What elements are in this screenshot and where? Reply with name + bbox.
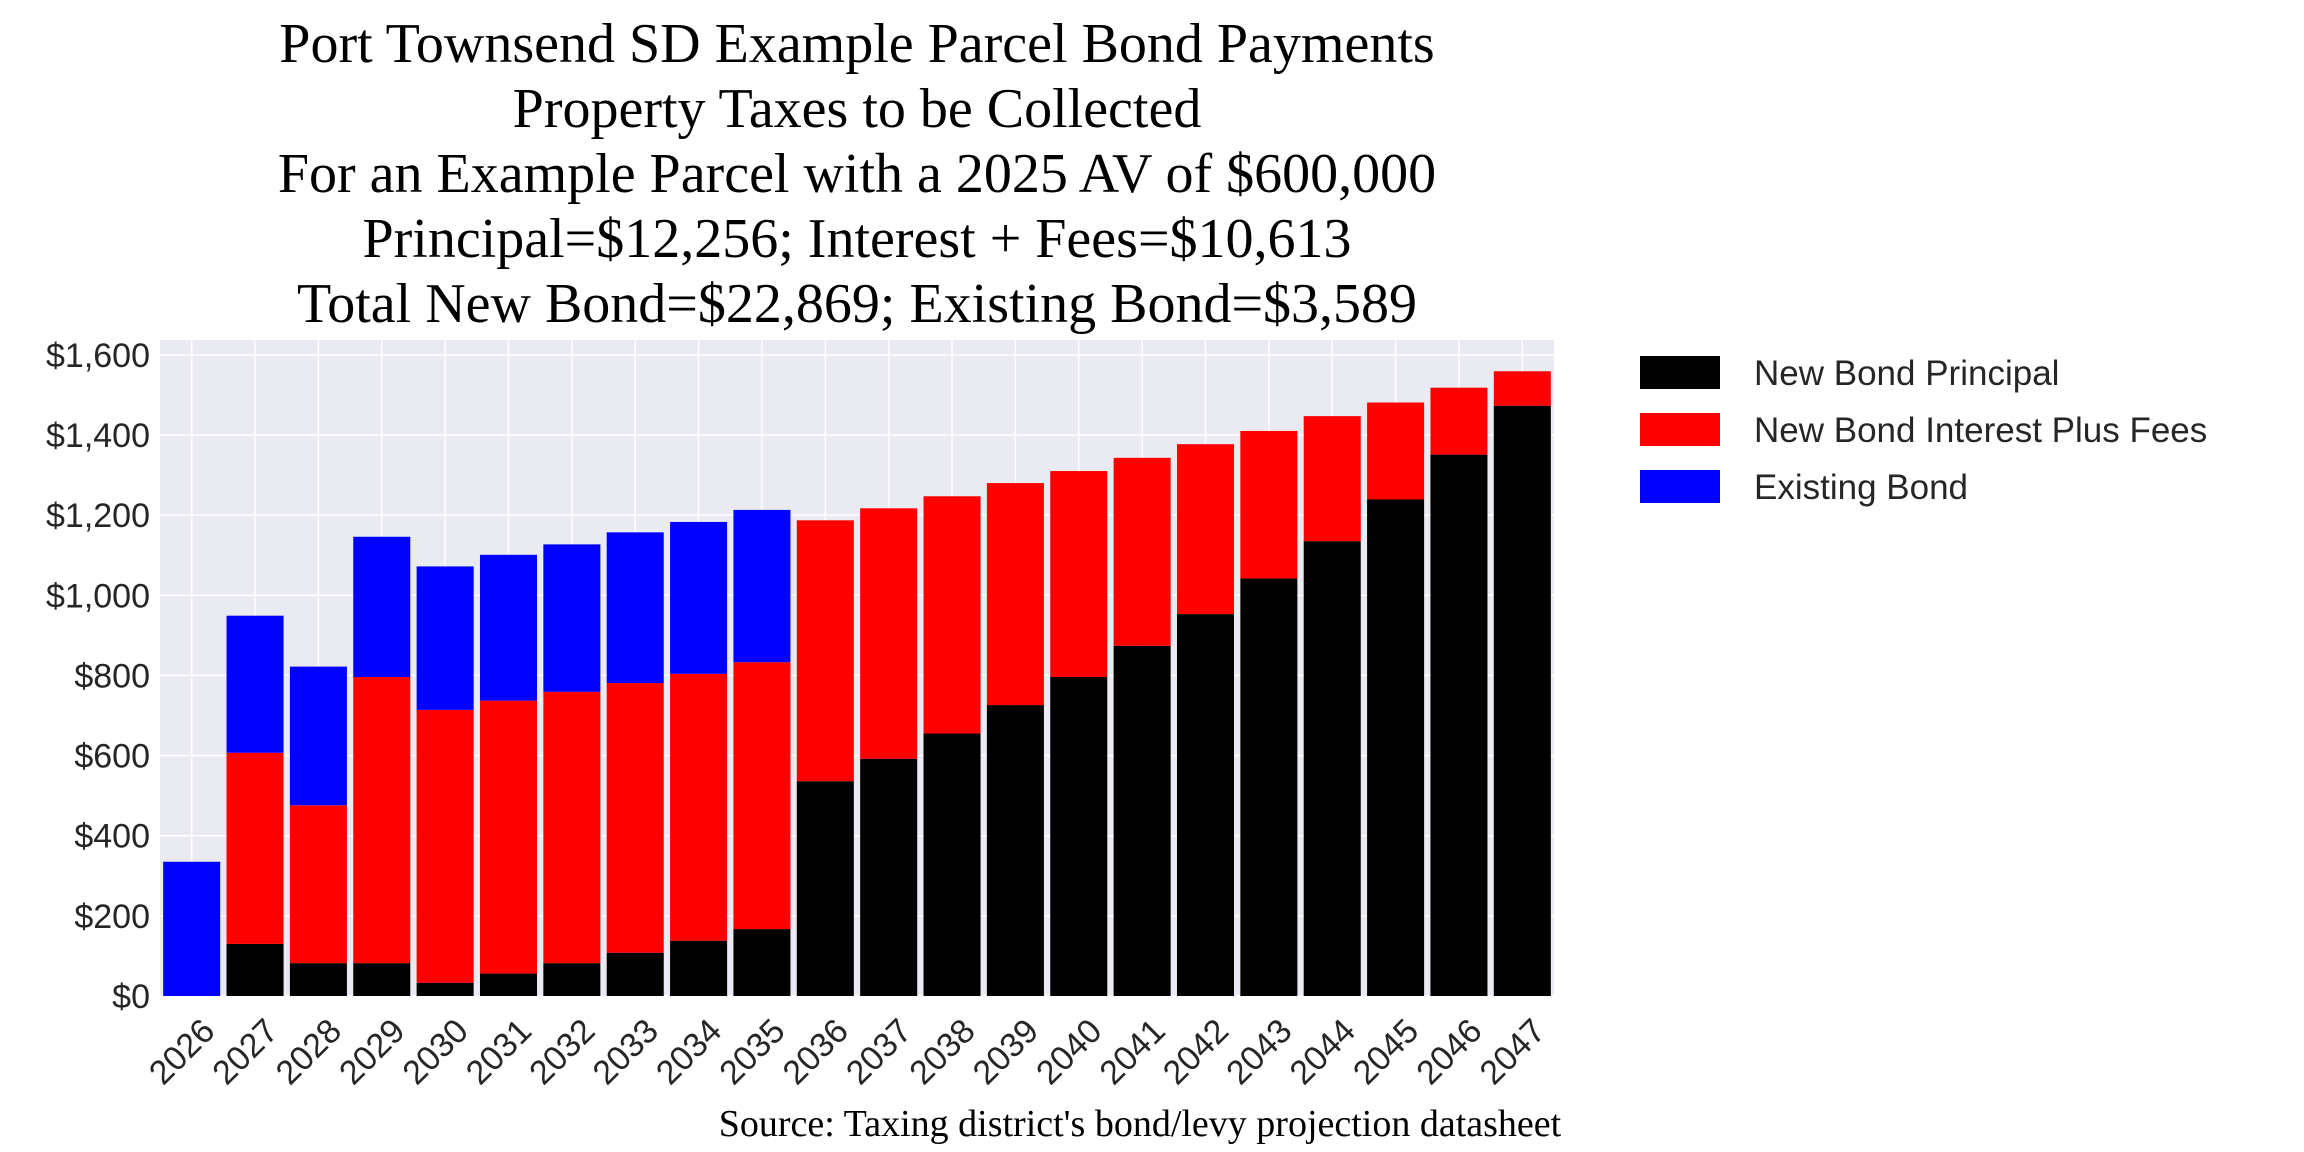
x-tick-label: 2047 [1473,1012,1553,1092]
bar-segment [163,861,221,996]
x-tick-label: 2026 [142,1012,222,1092]
chart-title: Total New Bond=$22,869; Existing Bond=$3… [297,273,1417,335]
bar-segment [606,532,664,684]
bar-segment [1176,614,1235,996]
bar-segment [1113,645,1171,996]
bar-segment [353,963,411,996]
bar-segment [479,700,538,974]
chart-title: Port Townsend SD Example Parcel Bond Pay… [279,13,1434,75]
bar-segment [1240,578,1298,996]
y-tick-label: $1,000 [46,577,150,615]
bar-segment [1050,677,1108,996]
x-tick-label: 2032 [522,1012,602,1092]
x-tick-label: 2043 [1219,1012,1299,1092]
y-tick-label: $200 [74,898,150,936]
x-tick-label: 2029 [332,1012,412,1092]
source-note: Source: Taxing district's bond/levy proj… [719,1103,1562,1145]
bar-segment [416,709,474,983]
x-tick-label: 2039 [966,1012,1046,1092]
y-tick-label: $1,200 [46,497,150,535]
x-tick-label: 2045 [1346,1012,1426,1092]
bar-segment [1367,402,1425,500]
x-tick-label: 2038 [902,1012,982,1092]
bar-segment [606,683,664,953]
x-tick-label: 2028 [269,1012,349,1092]
bar-segment [416,982,474,996]
legend-swatch [1640,413,1720,446]
chart-title: For an Example Parcel with a 2025 AV of … [278,143,1436,205]
bar-segment [733,662,791,930]
bar-segment [479,973,538,996]
bar-segment [226,615,284,753]
bar-segment [923,496,981,734]
chart-title: Principal=$12,256; Interest + Fees=$10,6… [362,208,1351,270]
bar-segment [986,483,1044,706]
bar-segment [1493,371,1551,406]
bar-segment [860,508,918,759]
bar-segment [1303,541,1361,996]
bar-segment [670,673,728,941]
y-tick-label: $0 [112,978,150,1016]
y-tick-label: $1,600 [46,337,150,375]
bar-segment [1493,405,1551,996]
x-tick-label: 2044 [1282,1012,1362,1092]
bar-segment [226,752,284,944]
legend-swatch [1640,356,1720,389]
legend-label: New Bond Principal [1754,354,2059,393]
bar-segment [543,544,601,692]
legend-label: New Bond Interest Plus Fees [1754,411,2207,450]
bar-segment [289,963,347,996]
bar-segment [1430,387,1488,455]
y-tick-label: $400 [74,818,150,856]
bar-segment [226,943,284,996]
bar-segment [860,758,918,996]
legend-label: Existing Bond [1754,468,1968,507]
bar-segment [289,805,347,964]
x-tick-label: 2031 [459,1012,539,1092]
y-tick-label: $800 [74,657,150,695]
x-tick-label: 2030 [395,1012,475,1092]
x-tick-label: 2034 [649,1012,729,1092]
bar-segment [796,520,854,782]
x-tick-label: 2033 [585,1012,665,1092]
x-tick-label: 2041 [1092,1012,1172,1092]
bar-segment [1367,499,1425,996]
bar-segment [923,733,981,996]
bar-segment [353,677,411,964]
chart-title: Property Taxes to be Collected [513,78,1202,140]
bar-segment [1113,457,1171,646]
bar-segment [353,536,411,678]
bar-segment [543,963,601,996]
bar-segment [1430,454,1488,997]
x-tick-label: 2040 [1029,1012,1109,1092]
x-tick-label: 2037 [839,1012,919,1092]
bar-segment [796,781,854,996]
x-tick-label: 2036 [776,1012,856,1092]
bar-segment [670,940,728,996]
bar-segment [289,666,347,806]
x-tick-label: 2035 [712,1012,792,1092]
y-tick-label: $600 [74,738,150,776]
x-tick-label: 2027 [205,1012,285,1092]
bar-segment [1176,444,1235,615]
bar-segment [1303,416,1361,542]
bar-segment [606,952,664,996]
bar-segment [986,705,1044,996]
bar-segment [733,929,791,996]
bar-segment [733,509,791,663]
bar-segment [1050,471,1108,678]
bar-segment [670,521,728,674]
bar-segment [416,566,474,710]
y-tick-label: $1,400 [46,417,150,455]
x-tick-label: 2042 [1156,1012,1236,1092]
legend-swatch [1640,470,1720,503]
bar-segment [1240,430,1298,579]
bar-segment [543,691,601,964]
bar-segment [479,554,538,701]
x-tick-label: 2046 [1409,1012,1489,1092]
